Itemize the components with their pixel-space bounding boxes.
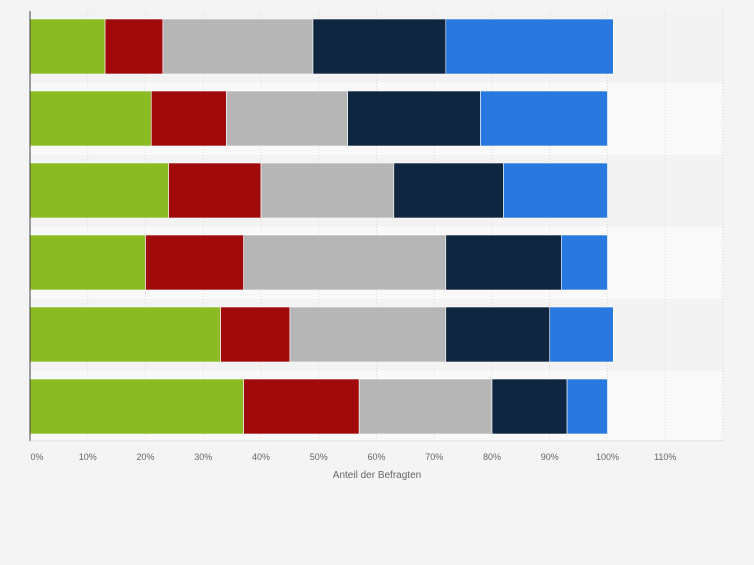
bar-segment [503,162,608,219]
x-tick-label: 60% [367,452,385,462]
bar-segment [226,90,348,147]
x-tick-label: 50% [310,452,328,462]
bar-segment [491,378,568,435]
bar-segment [150,90,227,147]
x-tick-label: 10% [79,452,97,462]
x-tick-labels: 0% 10% 20% 30% 40% 50% 60% 70% 80% 90% 100% 110% [30,452,676,462]
bar-segment [289,306,447,363]
axes [29,11,723,442]
bar-segment [145,234,244,291]
bar-segment [29,162,169,219]
x-tick-label: 100% [596,452,619,462]
bar-segment [445,234,562,291]
bar-segment [445,18,614,75]
bar-segment [347,90,481,147]
bar-segment [162,18,314,75]
x-tick-label: 70% [425,452,443,462]
bar-segment [566,378,608,435]
bar-segment [480,90,608,147]
bar-segment [358,378,493,435]
bar-segment [445,306,551,363]
x-tick-label: 110% [654,452,676,462]
bar-segment [29,18,106,75]
bar-segment [29,306,221,363]
bar-segment [312,18,447,75]
bar-segment [29,90,152,147]
bar-segment [260,162,395,219]
bar-segment [549,306,614,363]
bar-segment [168,162,262,219]
bar-segment [243,378,360,435]
x-tick-label: 80% [483,452,501,462]
x-tick-label: 20% [136,452,154,462]
x-tick-label: 0% [30,452,43,462]
bar-segment [29,378,244,435]
x-tick-label: 30% [194,452,212,462]
x-tick-label: 40% [252,452,270,462]
bar-segment [29,234,146,291]
bars [29,18,614,435]
x-axis-label: Anteil der Befragten [333,470,421,481]
bar-segment [220,306,291,363]
bar-segment [243,234,447,291]
bar-segment [104,18,164,75]
bar-segment [560,234,608,291]
x-tick-label: 90% [541,452,559,462]
bar-segment [393,162,504,219]
